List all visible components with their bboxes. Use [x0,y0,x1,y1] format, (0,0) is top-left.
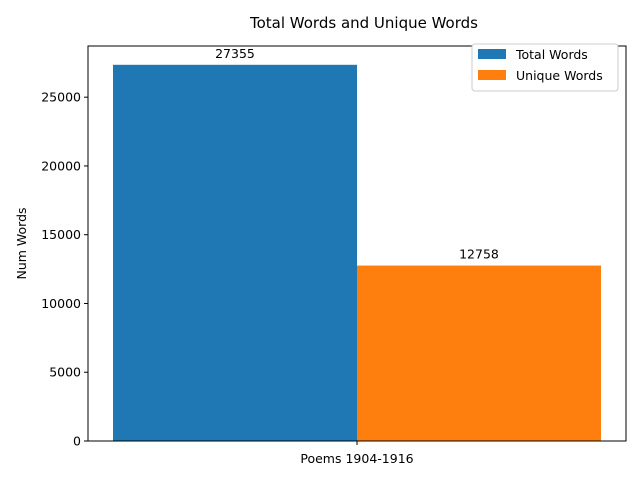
legend: Total Words Unique Words [471,43,619,92]
x-axis-ticks: Poems 1904-1916 [300,441,414,466]
chart-title: Total Words and Unique Words [249,14,478,32]
bar-unique-words [357,265,601,441]
x-tick-label: Poems 1904-1916 [300,451,413,466]
y-tick-label: 5000 [49,365,81,380]
y-tick-label: 0 [73,434,81,449]
bar-total-words [113,64,357,442]
bars [113,64,601,442]
bar-value-label: 12758 [459,247,499,262]
legend-frame [471,43,619,92]
legend-entry: Total Words [515,47,588,62]
legend-swatch [478,49,506,59]
legend-swatch [478,70,506,80]
y-tick-label: 10000 [41,296,81,311]
y-tick-label: 15000 [41,227,81,242]
y-axis-label: Num Words [14,207,29,279]
y-tick-label: 20000 [41,158,81,173]
legend-entry: Unique Words [516,68,603,83]
plot-area-frame [87,45,627,442]
bar-labels: 27355 12758 [215,46,499,262]
bar-value-label: 27355 [215,46,255,61]
y-tick-label: 25000 [41,90,81,105]
y-axis-ticks: 0 5000 10000 15000 20000 25000 [41,90,88,449]
